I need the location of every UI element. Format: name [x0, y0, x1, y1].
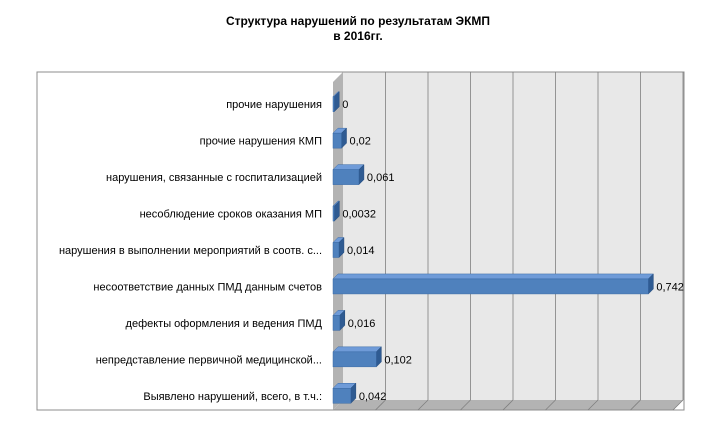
category-labels: прочие нарушения прочие нарушения КМП нару…	[59, 99, 323, 403]
category-label: нарушения в выполнении мероприятий в соо…	[59, 245, 322, 257]
bar-top	[332, 164, 365, 170]
data-label: 0,0032	[342, 209, 376, 221]
data-label: 0,02	[350, 136, 371, 148]
data-label: 0,016	[348, 318, 376, 330]
category-label: несоответствие данных ПМД данным счетов	[93, 281, 322, 293]
bar-top	[332, 273, 654, 280]
bar-front	[332, 96, 335, 112]
bar	[332, 346, 382, 368]
bar-front	[332, 351, 377, 368]
chart-title: Структура нарушений по результатам ЭКМП …	[0, 14, 716, 44]
category-label: прочие нарушения КМП	[200, 136, 322, 148]
gridline-floor	[545, 399, 556, 411]
gridline-floor	[460, 399, 471, 411]
bar-front	[332, 315, 341, 331]
category-label: нарушения, связанные с госпитализацией	[106, 172, 322, 184]
data-label: 0,742	[656, 281, 684, 293]
bars	[332, 91, 654, 404]
bar-top	[332, 346, 382, 353]
category-label: непредставление первичной медицинской...	[96, 354, 322, 366]
bar	[332, 127, 348, 149]
gridline-floor	[375, 399, 386, 411]
gridline-floor	[502, 399, 514, 411]
bar-front	[332, 388, 352, 404]
bar	[332, 164, 365, 186]
bar	[332, 382, 357, 404]
bar	[332, 200, 340, 222]
bar-front	[332, 278, 649, 295]
bar	[332, 236, 345, 259]
bar-front	[332, 242, 340, 258]
bar-front	[332, 205, 335, 222]
plot-frame	[36, 71, 685, 411]
chart-subtitle-line: в 2016гг.	[333, 29, 383, 43]
category-label: прочие нарушения	[226, 99, 322, 111]
category-label: Выявлено нарушений, всего, в т.ч.:	[143, 391, 322, 403]
bar	[332, 309, 346, 331]
gridline-floor	[672, 399, 684, 411]
bar	[332, 273, 654, 295]
data-label: 0,102	[384, 354, 412, 366]
category-label: дефекты оформления и ведения ПМД	[126, 318, 323, 330]
data-label: 0	[342, 99, 348, 111]
category-label: несоблюдение сроков оказания МП	[140, 209, 323, 221]
chart-title-line: Структура нарушений по результатам ЭКМП	[225, 14, 491, 28]
data-label: 0,014	[347, 245, 375, 257]
bar-front	[332, 169, 360, 185]
gridlines	[375, 72, 684, 411]
gridline-floor	[630, 399, 641, 411]
data-label: 0,042	[359, 391, 387, 403]
gridline-floor	[587, 399, 599, 411]
data-label: 0,061	[367, 172, 395, 184]
data-labels: 0 0,02 0,061 0,0032 0,014 0,742 0,016 0,102 0,04…	[342, 99, 684, 403]
bar	[332, 91, 340, 113]
gridline-floor	[417, 399, 429, 411]
bar-front	[332, 132, 342, 149]
